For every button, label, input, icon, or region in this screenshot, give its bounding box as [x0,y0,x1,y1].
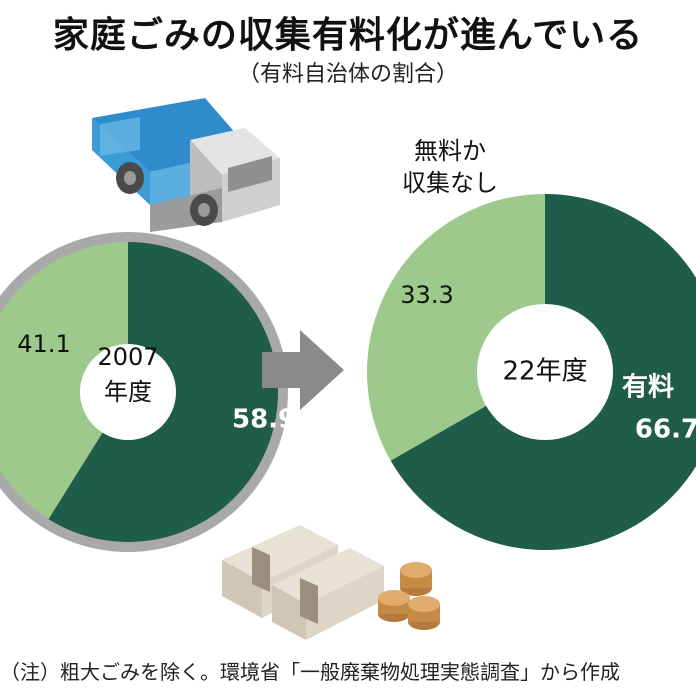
value-label-22-paid: 66.7% [635,415,696,445]
category-label-22-free: 収集なし [402,169,498,197]
category-label-22-paid: 有料 [622,373,674,403]
donut-hole-22 [477,304,613,440]
slice-2007-free [0,242,128,520]
garbage-truck-icon [92,98,280,232]
chart-title: 家庭ごみの収集有料化が進んでいる [52,15,644,56]
center-label-22: 22年度 [502,357,587,387]
chart-subtitle: （有料自治体の割合） [237,62,458,87]
category-label-22-free: 無料か [414,137,486,165]
banknote-stack-icon [222,525,384,640]
value-label-2007-paid: 58.9% [232,405,322,435]
value-label-22-free: 33.3 [400,281,453,309]
center-label-2007: 2007 [97,343,158,371]
donut-hole-2007 [80,344,176,440]
source-note: （注）粗大ごみを除く。環境省「一般廃棄物処理実態調査」から作成 [0,660,620,684]
donut-2007: 2007 年度 58.9% 41.1 [0,242,322,542]
arrow-right-icon [262,330,344,410]
slice-22-paid [390,194,696,550]
center-label-2007: 年度 [104,378,152,406]
coin-stack-icon [378,562,440,630]
value-label-2007-free: 41.1 [17,330,70,358]
